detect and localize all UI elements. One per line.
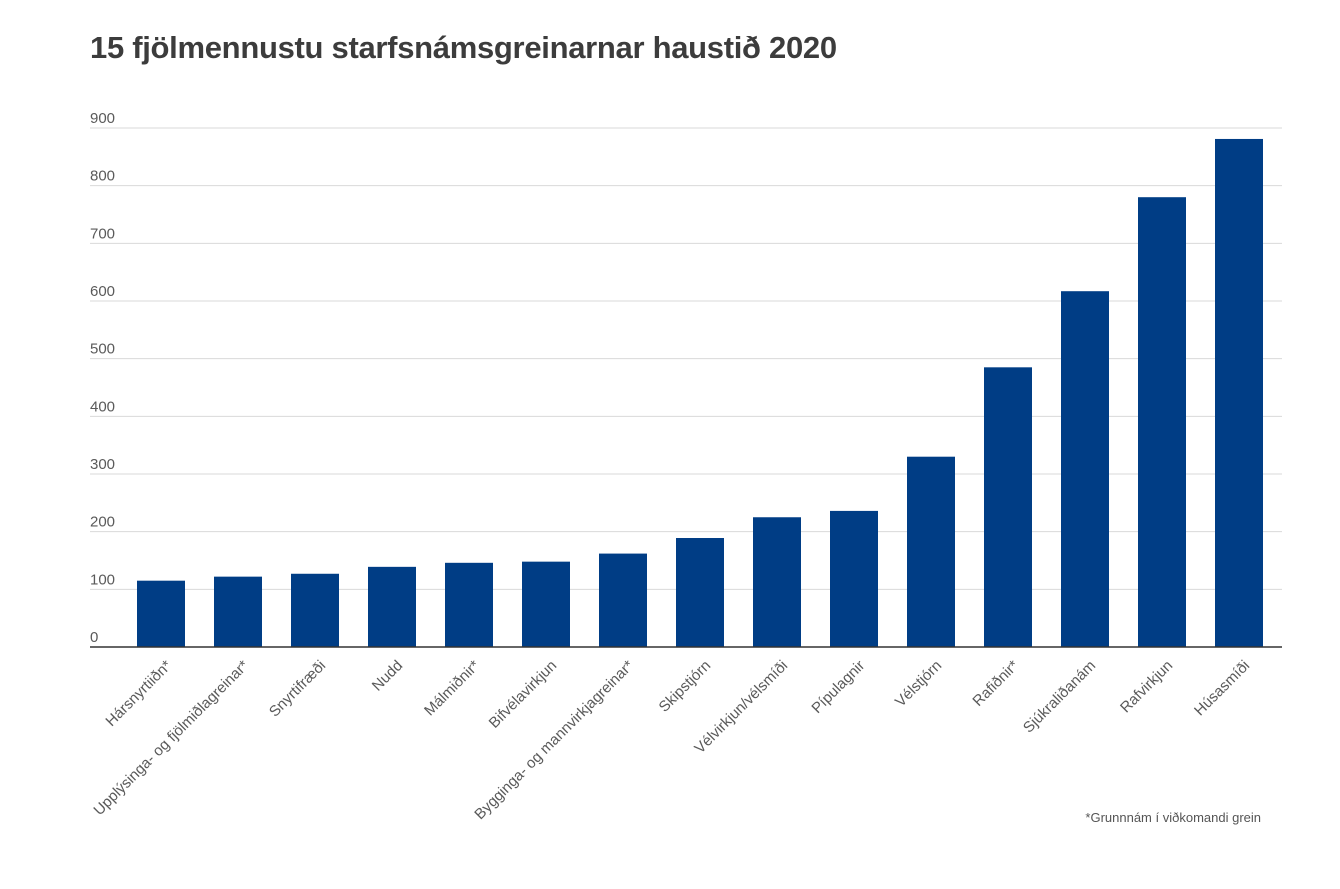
x-tick-label: Vélstjórn — [892, 657, 945, 710]
y-axis-ticks: 0 100 200 300 400 500 600 700 800 900 — [90, 110, 115, 646]
y-tick-label: 800 — [90, 168, 115, 185]
y-tick-label: 600 — [90, 283, 115, 300]
x-tick-label: Sjúkraliðanám — [1020, 657, 1099, 736]
x-tick-label: Rafvirkjun — [1117, 657, 1176, 716]
y-tick-label: 900 — [90, 110, 115, 127]
x-tick-label: Málmiðnir* — [421, 657, 483, 719]
x-tick-label: Hársnyrtiiðn* — [102, 657, 175, 730]
y-tick-label: 100 — [90, 571, 115, 588]
y-tick-label: 700 — [90, 225, 115, 242]
bar — [368, 566, 416, 647]
y-tick-label: 300 — [90, 456, 115, 473]
x-tick-label: Snyrtifræði — [266, 657, 329, 720]
y-tick-label: 0 — [90, 629, 98, 646]
bar — [984, 367, 1032, 647]
y-tick-label: 500 — [90, 341, 115, 358]
y-tick-label: 400 — [90, 398, 115, 415]
gridlines — [90, 127, 1282, 590]
bar — [907, 456, 955, 647]
x-tick-label: Pípulagnir — [808, 657, 868, 717]
x-tick-label: Bygginga- og mannvirkjagreinar* — [471, 657, 637, 823]
bar — [599, 553, 647, 647]
bar — [1215, 138, 1263, 647]
bar — [830, 510, 878, 647]
bar — [445, 562, 493, 647]
x-tick-label: Nudd — [369, 657, 406, 694]
x-tick-label: Bifvélavirkjun — [486, 657, 561, 732]
x-tick-label: Upplýsinga- og fjölmiðlagreinar* — [90, 657, 252, 819]
bar — [1061, 291, 1109, 647]
bars — [137, 138, 1263, 647]
x-tick-label: Rafiðnir* — [969, 657, 1022, 710]
bar — [753, 517, 801, 647]
x-axis-labels: Hársnyrtiiðn*Upplýsinga- og fjölmiðlagre… — [90, 657, 1253, 823]
chart-title: 15 fjölmennustu starfsnámsgreinarnar hau… — [90, 30, 837, 65]
chart-footnote: *Grunnnám í viðkomandi grein — [1085, 810, 1261, 825]
bar — [1138, 197, 1186, 647]
y-tick-label: 200 — [90, 514, 115, 531]
bar — [137, 580, 185, 647]
x-tick-label: Húsasmíði — [1191, 657, 1253, 719]
bar — [522, 561, 570, 647]
bar — [214, 576, 262, 647]
x-tick-label: Skipstjórn — [656, 657, 715, 716]
bar — [676, 538, 724, 647]
bar — [291, 573, 339, 647]
